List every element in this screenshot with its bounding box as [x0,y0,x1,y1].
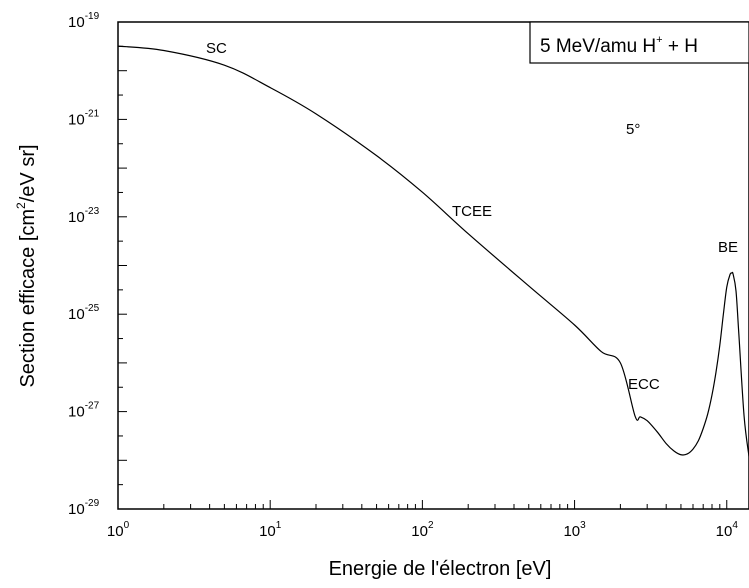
legend-text: 5 MeV/amu H+ + H [540,34,698,57]
x-axis-label: Energie de l'électron [eV] [329,558,552,580]
plot-frame [117,21,749,510]
y-tick-label-base: 10 [68,14,85,31]
x-axis-tick-labels: 100 101 102 103 104 [107,520,738,540]
x-tick-label-base: 10 [411,523,428,540]
y-axis-ticks [118,21,127,510]
x-tick-label: 102 [411,520,434,540]
x-tick-label-base: 10 [107,523,124,540]
y-tick-label-base: 10 [68,501,85,518]
y-tick-label-base: 10 [68,306,85,323]
legend-box [529,21,749,64]
series-line [117,45,749,457]
x-tick-label: 100 [107,520,130,540]
y-tick-label-base: 10 [68,209,85,226]
legend-text-sup: + [656,34,662,46]
x-tick-label-exponent: 3 [580,520,586,531]
y-axis-label-tail: /eV sr] [17,144,39,202]
x-tick-label-exponent: 1 [276,520,282,531]
x-tick-label-exponent: 2 [428,520,434,531]
annotation-be: BE [718,239,738,256]
y-axis-label-sup: 2 [14,202,28,209]
y-tick-label-exponent: -21 [85,108,100,119]
annotation-ecc: ECC [628,376,660,393]
legend-text-tail: + H [663,36,698,57]
annotation-tcee: TCEE [452,203,492,220]
y-tick-label-base: 10 [68,404,85,421]
x-tick-label-exponent: 0 [124,520,130,531]
y-tick-label: 10-27 [68,401,100,421]
y-tick-label-exponent: -29 [85,498,100,509]
x-tick-label-exponent: 4 [732,520,738,531]
y-tick-label: 10-21 [68,108,100,128]
x-tick-label: 101 [259,520,282,540]
x-tick-label: 103 [563,520,586,540]
x-axis-ticks [117,500,728,509]
y-axis-label: Section efficace [cm2/eV sr] [14,144,39,387]
y-tick-label-exponent: -27 [85,401,100,412]
y-tick-label: 10-29 [68,498,100,518]
x-tick-label-base: 10 [563,523,580,540]
y-tick-label: 10-23 [68,206,100,226]
annotation-sc: SC [206,40,227,57]
y-tick-label-exponent: -19 [85,11,100,22]
y-axis-label-main: Section efficace [cm [17,209,39,388]
x-tick-label-base: 10 [716,523,733,540]
x-tick-label-base: 10 [259,523,276,540]
x-tick-label: 104 [716,520,739,540]
y-tick-label-exponent: -23 [85,206,100,217]
y-tick-label: 10-19 [68,11,100,31]
annotation-angle: 5° [626,121,640,138]
y-tick-label-exponent: -25 [85,303,100,314]
y-tick-label-base: 10 [68,111,85,128]
y-tick-label: 10-25 [68,303,100,323]
legend-text-main: 5 MeV/amu H [540,36,656,57]
